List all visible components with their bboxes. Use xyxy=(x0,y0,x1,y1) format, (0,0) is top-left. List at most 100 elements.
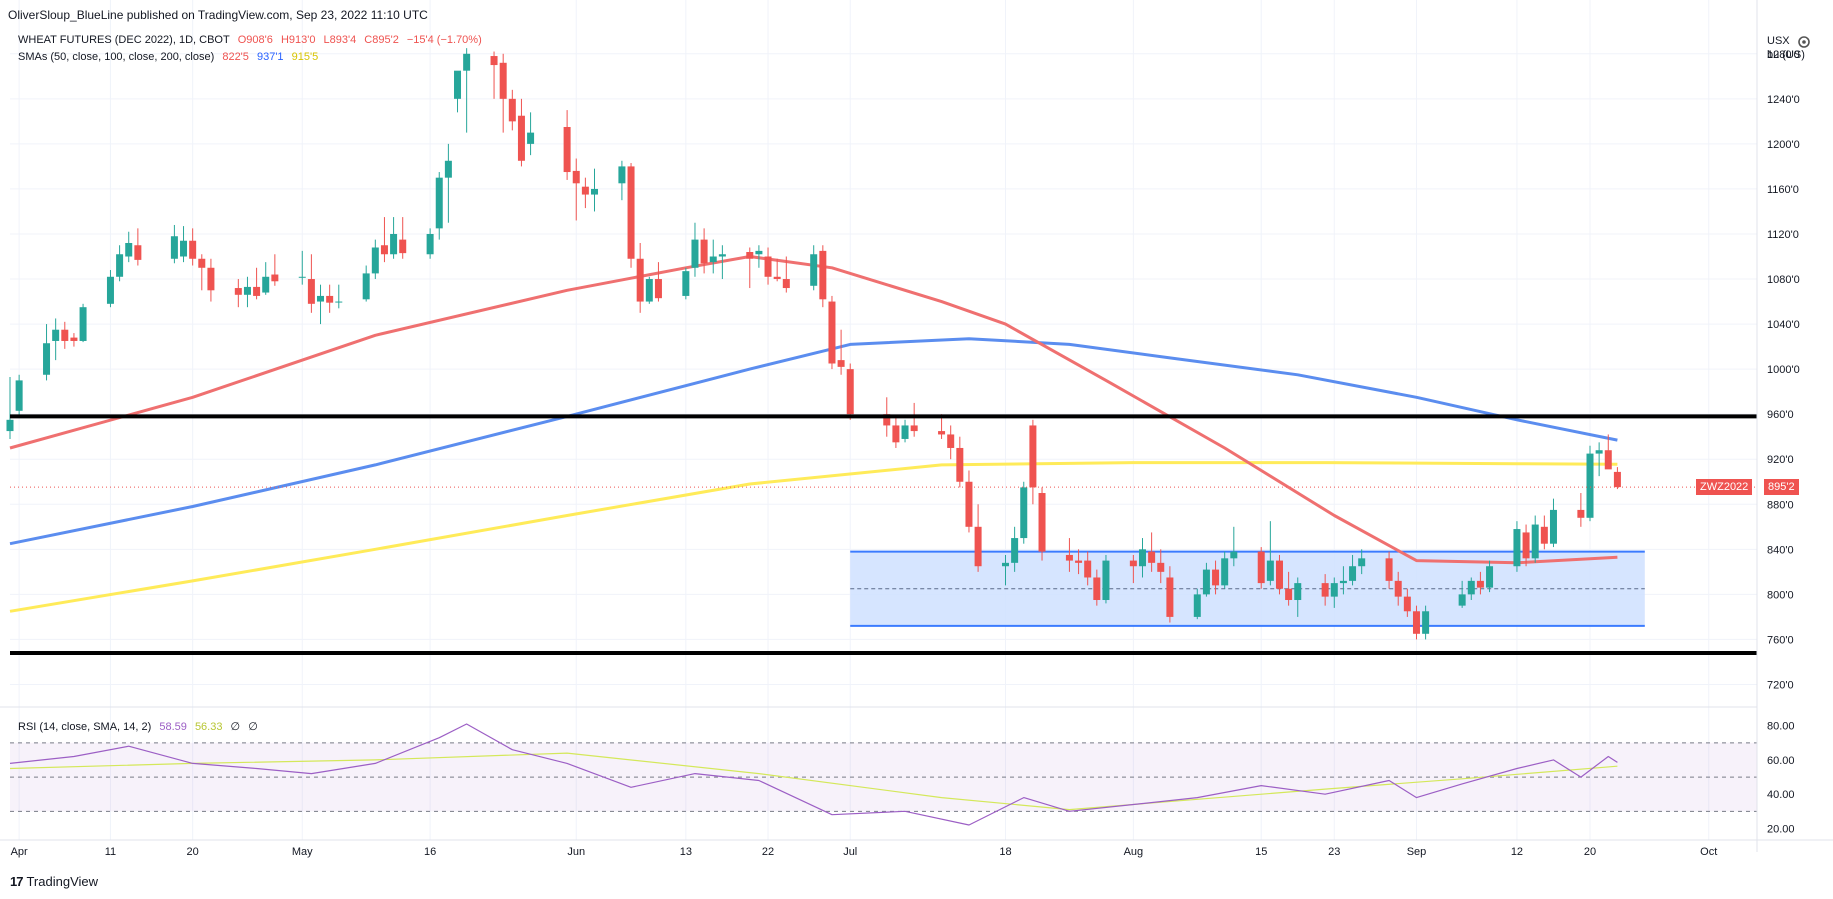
time-tick-label: Jun xyxy=(567,846,585,858)
candle-body xyxy=(837,360,845,367)
rsi-legend[interactable]: RSI (14, close, SMA, 14, 2) 58.59 56.33 … xyxy=(18,720,263,733)
symbol-legend[interactable]: WHEAT FUTURES (DEC 2022), 1D, CBOT O908'… xyxy=(18,34,487,46)
candle-body xyxy=(1038,493,1046,552)
candle-body xyxy=(1385,558,1393,581)
candle-body xyxy=(6,419,14,432)
candle-body xyxy=(1157,562,1165,572)
rsi-tick-label: 80.00 xyxy=(1767,721,1795,733)
candle-body xyxy=(746,252,754,259)
candle-body xyxy=(1486,566,1494,588)
symbol-title: WHEAT FUTURES (DEC 2022), 1D, CBOT xyxy=(18,34,230,46)
candle-body xyxy=(1339,580,1347,584)
candle-body xyxy=(207,267,215,291)
currency-label: USX xyxy=(1767,35,1790,47)
price-tick-label: 720'0 xyxy=(1767,679,1794,691)
candle-body xyxy=(773,276,781,280)
candle-body xyxy=(892,425,900,443)
candle-body xyxy=(1102,560,1110,601)
price-tick-label: 1160'0 xyxy=(1767,184,1799,196)
time-tick-label: 15 xyxy=(1255,846,1267,858)
candle-body xyxy=(1075,560,1083,563)
candle-body xyxy=(1093,577,1101,601)
candle-body xyxy=(362,273,370,300)
candle-body xyxy=(527,132,535,144)
sma50-value: 822'5 xyxy=(222,51,249,63)
candle-body xyxy=(52,329,60,341)
candle-body xyxy=(1394,580,1402,597)
candle-body xyxy=(1148,551,1156,563)
candle-body xyxy=(910,425,918,432)
candle-body xyxy=(755,250,763,255)
candle-body xyxy=(79,307,87,341)
candle-body xyxy=(234,288,242,295)
close-value: C895'2 xyxy=(364,34,399,46)
candle-body xyxy=(463,53,471,71)
price-tick-label: 880'0 xyxy=(1767,499,1794,511)
time-tick-label: 11 xyxy=(105,846,116,858)
candle-body xyxy=(1275,560,1283,589)
candle-body xyxy=(454,70,462,99)
rsi-value: 58.59 xyxy=(159,721,187,733)
candle-body xyxy=(390,233,398,255)
candle-body xyxy=(170,236,178,259)
price-tick-label: 1040'0 xyxy=(1767,319,1800,331)
candle-body xyxy=(819,250,827,300)
candle-body xyxy=(1540,526,1548,544)
candle-body xyxy=(709,256,717,263)
price-tick-label: 1080'0 xyxy=(1767,274,1800,286)
change-value: −15'4 (−1.70%) xyxy=(406,34,482,46)
candle-body xyxy=(435,177,443,229)
candle-body xyxy=(956,447,964,482)
candles xyxy=(6,48,1621,640)
time-tick-label: Sep xyxy=(1407,846,1427,858)
brand-name: TradingView xyxy=(26,874,99,889)
time-tick-label: Oct xyxy=(1700,846,1717,858)
candle-body xyxy=(627,166,635,259)
candle-body xyxy=(1011,538,1019,563)
candle-body xyxy=(116,254,124,277)
candle-body xyxy=(938,431,946,435)
price-tick-label: 1200'0 xyxy=(1767,139,1800,151)
axes: 1280'0 1240'0 1200'0 1160'0 1120'0 1080'0 1040… xyxy=(0,0,1833,858)
sma100-line xyxy=(9,337,1618,546)
candle-body xyxy=(1549,509,1557,544)
rsi-empty-1: ∅ xyxy=(230,721,241,733)
price-tick-label: 840'0 xyxy=(1767,544,1794,556)
candle-body xyxy=(645,279,653,302)
sma50-line xyxy=(9,255,1618,565)
price-tick-label: 1280'0 xyxy=(1767,49,1800,61)
candle-body xyxy=(1084,560,1092,578)
time-tick-label: 20 xyxy=(187,846,199,858)
tradingview-logo[interactable]: 17 TradingView xyxy=(10,874,98,889)
candle-body xyxy=(43,343,51,375)
candle-body xyxy=(764,256,772,277)
candle-body xyxy=(1403,596,1411,612)
candle-body xyxy=(1531,524,1539,559)
price-tick-label: 960'0 xyxy=(1767,409,1794,421)
sma-legend[interactable]: SMAs (50, close, 100, close, 200, close)… xyxy=(18,51,323,63)
candle-body xyxy=(1029,425,1037,488)
time-tick-label: Jul xyxy=(843,846,857,858)
candle-body xyxy=(253,286,261,296)
publisher-line: OliverSloup_BlueLine published on Tradin… xyxy=(8,8,428,22)
candle-body xyxy=(718,254,726,257)
time-tick-label: 16 xyxy=(424,846,436,858)
settings-icon[interactable] xyxy=(1796,34,1812,50)
candle-body xyxy=(828,301,836,364)
candle-body xyxy=(134,245,142,260)
candle-body xyxy=(1212,569,1220,586)
candle-body xyxy=(499,62,507,99)
candle-body xyxy=(1221,558,1229,586)
candle-body xyxy=(317,295,325,302)
candle-body xyxy=(326,295,334,303)
rsi-tick-label: 40.00 xyxy=(1767,789,1795,801)
candle-body xyxy=(654,279,662,299)
candle-body xyxy=(1065,554,1073,561)
price-tick-label: 1240'0 xyxy=(1767,94,1800,106)
time-tick-label: 20 xyxy=(1584,846,1596,858)
candle-body xyxy=(1467,580,1475,595)
candle-body xyxy=(180,240,188,257)
candle-body xyxy=(947,434,955,448)
candle-body xyxy=(1129,560,1137,567)
